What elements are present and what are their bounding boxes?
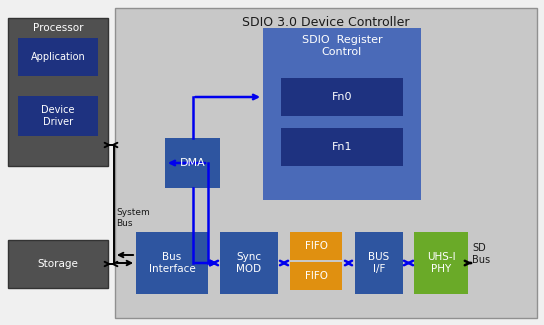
Text: FIFO: FIFO (305, 241, 327, 251)
Text: Sync
MOD: Sync MOD (237, 252, 262, 274)
Text: FIFO: FIFO (305, 271, 327, 281)
Bar (290, 262, 342, 290)
Text: System
Bus: System Bus (116, 208, 150, 228)
Bar (8, 240, 108, 288)
Bar (355, 232, 403, 294)
Text: Bus
Interface: Bus Interface (149, 252, 195, 274)
Bar (8, 18, 108, 166)
Text: Device
Driver: Device Driver (41, 105, 75, 127)
Text: SDIO 3.0 Device Controller: SDIO 3.0 Device Controller (242, 16, 410, 29)
Text: SDIO  Register
Control: SDIO Register Control (302, 35, 382, 57)
Text: Processor: Processor (33, 23, 83, 33)
Text: SD: SD (472, 243, 486, 253)
Bar (115, 8, 537, 318)
Text: UHS-I
PHY: UHS-I PHY (426, 252, 455, 274)
Text: Fn1: Fn1 (332, 142, 353, 152)
Bar (18, 96, 98, 136)
Bar (263, 28, 421, 200)
Text: Fn0: Fn0 (332, 92, 353, 102)
Bar (281, 78, 403, 116)
Bar (290, 232, 342, 260)
Text: BUS
I/F: BUS I/F (368, 252, 390, 274)
Bar (165, 138, 220, 188)
Bar (18, 38, 98, 76)
Text: Application: Application (30, 52, 85, 62)
Text: Storage: Storage (38, 259, 78, 269)
Bar (220, 232, 278, 294)
Bar (414, 232, 468, 294)
Text: Bus: Bus (472, 255, 490, 265)
Text: DMA: DMA (180, 158, 206, 168)
Bar (136, 232, 208, 294)
Bar (281, 128, 403, 166)
